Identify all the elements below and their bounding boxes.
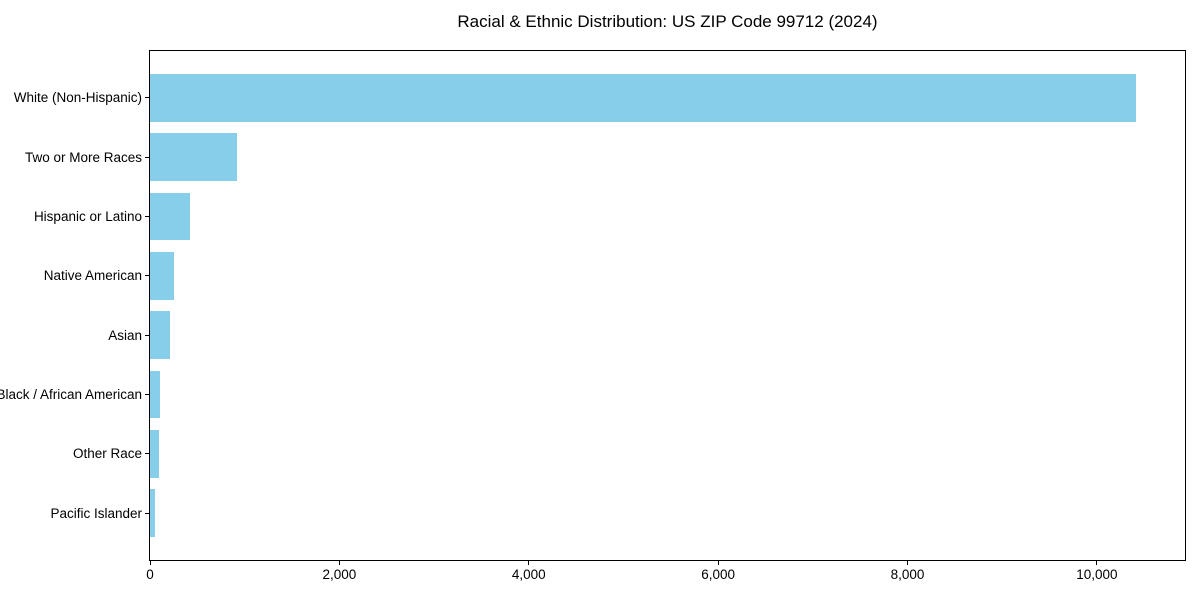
x-axis-tick-label: 0	[146, 567, 154, 582]
y-axis-category-label: Pacific Islander	[50, 505, 142, 521]
plot-area: White (Non-Hispanic) Two or More Races His…	[0, 50, 1186, 581]
y-axis-category-label: Other Race	[72, 446, 142, 462]
y-axis-category-label: Two or More Races	[24, 149, 142, 165]
x-axis-tick-label: 10,000	[1076, 567, 1118, 582]
y-axis-category-label: Asian	[108, 327, 142, 343]
y-axis-tick	[145, 334, 150, 336]
bar	[150, 192, 190, 241]
y-axis-tick	[145, 393, 150, 395]
y-axis-category-label: Black / African American	[0, 386, 142, 402]
x-axis-tick	[717, 560, 719, 565]
y-axis-tick	[145, 216, 150, 217]
bar	[150, 133, 238, 181]
bar	[150, 489, 155, 537]
x-axis-tick-label: 4,000	[511, 567, 546, 582]
x-axis-tick-label: 6,000	[701, 567, 736, 582]
bar	[150, 311, 170, 359]
y-axis-category-label: White (Non-Hispanic)	[13, 90, 142, 106]
x-axis-tick	[907, 560, 909, 565]
x-axis-tick	[338, 560, 340, 565]
x-axis-tick-label: 2,000	[322, 567, 357, 582]
y-axis-tick	[145, 512, 150, 514]
bar	[150, 74, 1136, 122]
y-axis-category-label: Hispanic or Latino	[33, 209, 142, 224]
bar	[150, 370, 160, 419]
y-axis-tick	[145, 97, 150, 99]
x-axis-tick	[149, 560, 151, 565]
y-axis-tick	[145, 275, 150, 277]
bar	[150, 252, 175, 300]
y-axis-tick	[145, 453, 150, 455]
y-axis-tick	[145, 156, 150, 158]
x-axis-tick-label: 8,000	[890, 567, 925, 582]
x-axis-tick	[528, 560, 530, 565]
x-axis-tick	[1096, 560, 1098, 565]
y-axis-category-label: Native American	[43, 268, 142, 284]
chart-title: Racial & Ethnic Distribution: US ZIP Cod…	[457, 12, 878, 31]
bar	[150, 430, 160, 478]
